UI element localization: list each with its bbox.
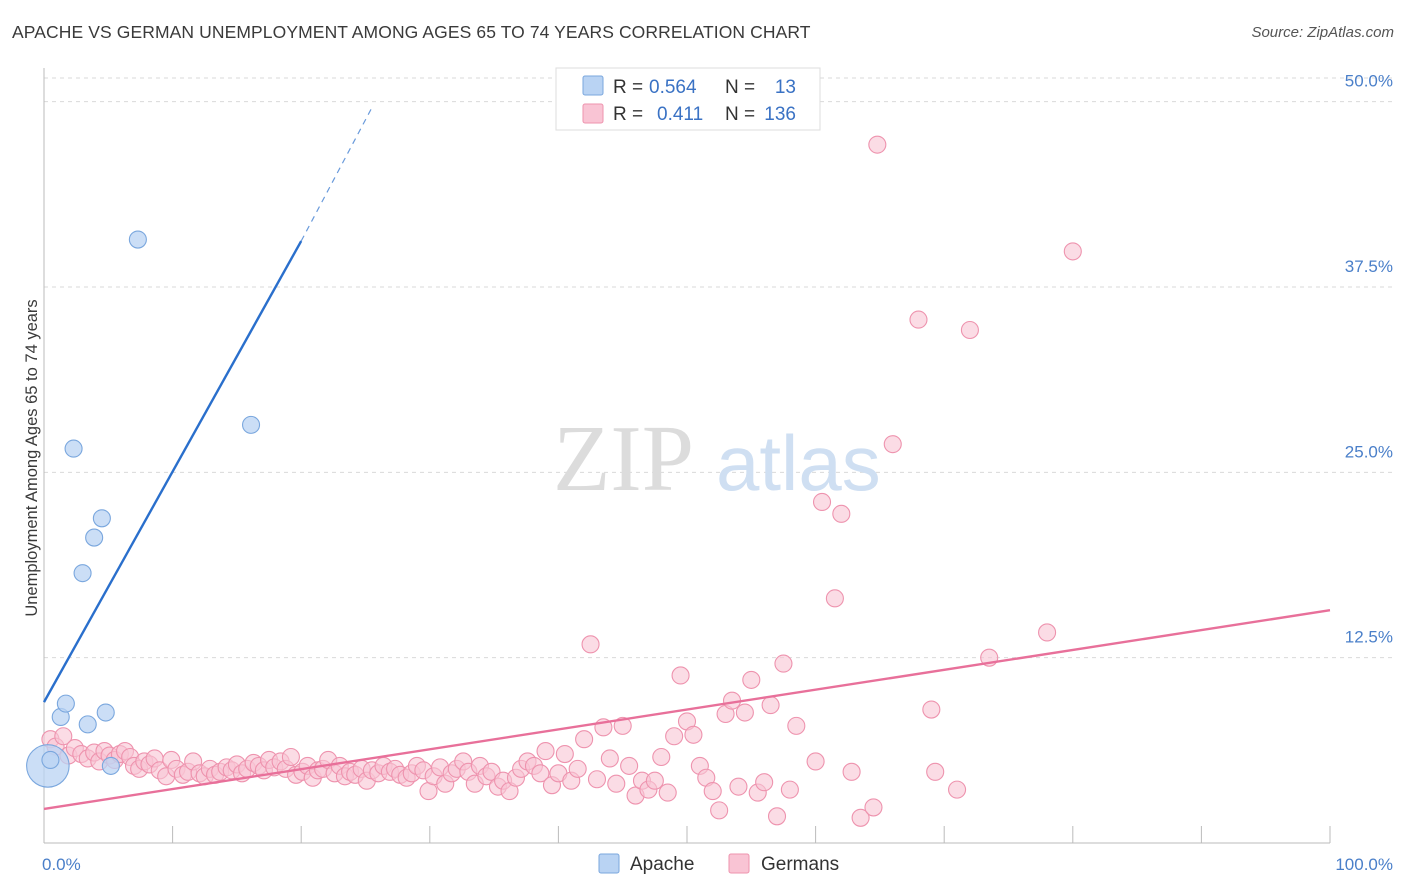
y-axis-label: Unemployment Among Ages 65 to 74 years	[23, 299, 41, 616]
german-point	[620, 756, 639, 775]
gridlines	[44, 77, 1393, 659]
german-point	[575, 730, 594, 749]
source-label: Source: ZipAtlas.com	[1251, 24, 1394, 41]
german-point	[948, 780, 967, 799]
apache-point	[78, 715, 97, 734]
watermark-zip: ZIP	[553, 407, 694, 511]
german-point	[703, 782, 722, 801]
watermark-atlas: atlas	[716, 419, 881, 507]
german-point	[568, 759, 587, 778]
legend-apache-n-label: N =	[725, 77, 755, 98]
apache-point	[73, 564, 92, 583]
german-point	[581, 635, 600, 654]
legend-apache-r-label: R =	[613, 77, 643, 98]
german-point	[735, 703, 754, 722]
german-point	[922, 700, 941, 719]
y-tick-label: 50.0%	[1345, 72, 1393, 91]
apache-point	[92, 509, 111, 528]
bottom-legend-german-label: Germans	[761, 854, 839, 875]
legend-apache-n-value: 13	[775, 77, 796, 98]
apache-point	[64, 439, 83, 458]
x-tick-label: 0.0%	[42, 855, 81, 874]
german-point	[645, 771, 664, 790]
y-tick-label: 12.5%	[1345, 628, 1393, 647]
german-point	[684, 725, 703, 744]
german-point	[531, 764, 550, 783]
apache-points	[26, 230, 261, 788]
german-point	[960, 320, 979, 340]
german-point	[1063, 242, 1082, 261]
german-point	[812, 492, 832, 512]
german-point	[1038, 623, 1057, 642]
german-point	[787, 716, 806, 735]
legend-german-n-label: N =	[725, 104, 755, 125]
watermark: ZIP atlas	[553, 407, 881, 511]
tick-labels: 12.5% 25.0% 37.5% 50.0% 0.0% 100.0%	[42, 72, 1393, 874]
german-point	[851, 808, 870, 827]
german-point	[767, 807, 787, 826]
german-point	[600, 749, 619, 768]
german-point	[729, 777, 748, 796]
german-point	[926, 762, 945, 781]
german-point	[710, 801, 729, 820]
trend-lines	[42, 107, 1331, 811]
german-point	[842, 762, 861, 781]
german-point	[868, 135, 887, 154]
axes	[43, 68, 1331, 844]
bottom-legend-apache-label: Apache	[630, 854, 694, 875]
legend-german-swatch	[582, 103, 604, 124]
german-point	[806, 752, 825, 771]
bottom-legend: Apache Germans	[598, 853, 839, 875]
bottom-legend-german-swatch	[728, 853, 750, 874]
german-point	[281, 747, 300, 767]
german-point	[774, 654, 793, 673]
legend-apache-swatch	[582, 75, 604, 96]
legend-german-r-label: R =	[613, 104, 643, 125]
german-point	[536, 742, 555, 761]
apache-trend-line	[42, 240, 303, 703]
german-point	[607, 774, 626, 793]
legend-apache-r-value: 0.564	[649, 77, 697, 98]
german-point	[613, 716, 632, 735]
x-tick-label: 100.0%	[1335, 855, 1393, 874]
german-point	[761, 696, 780, 715]
german-point	[825, 589, 844, 608]
german-point	[755, 773, 774, 792]
apache-point	[101, 756, 120, 775]
legend-german-r-value: 0.411	[657, 104, 703, 125]
german-point	[832, 504, 851, 523]
german-point	[883, 435, 902, 454]
legend: R = 0.564 N = 13 R = 0.411 N = 136	[555, 67, 821, 131]
german-point	[780, 780, 799, 799]
legend-german-n-value: 136	[764, 104, 796, 125]
german-point	[652, 747, 671, 767]
chart-title: APACHE VS GERMAN UNEMPLOYMENT AMONG AGES…	[12, 22, 811, 42]
apache-point	[56, 694, 75, 713]
apache-point	[41, 750, 60, 770]
german-point	[665, 727, 684, 746]
y-tick-label: 25.0%	[1345, 442, 1393, 461]
german-point	[742, 670, 761, 689]
german-point	[864, 798, 883, 817]
apache-point	[96, 703, 115, 722]
apache-point	[128, 230, 147, 249]
german-point	[671, 666, 690, 685]
apache-trend-extension	[300, 107, 373, 242]
german-trend-line	[43, 609, 1331, 811]
apache-point	[241, 415, 261, 434]
apache-point	[85, 528, 104, 547]
y-tick-label: 37.5%	[1345, 257, 1393, 276]
german-point	[909, 310, 928, 329]
bottom-legend-apache-swatch	[598, 853, 620, 874]
german-point	[587, 770, 607, 789]
german-point	[658, 783, 677, 802]
german-point	[54, 727, 73, 746]
german-point	[555, 744, 574, 764]
